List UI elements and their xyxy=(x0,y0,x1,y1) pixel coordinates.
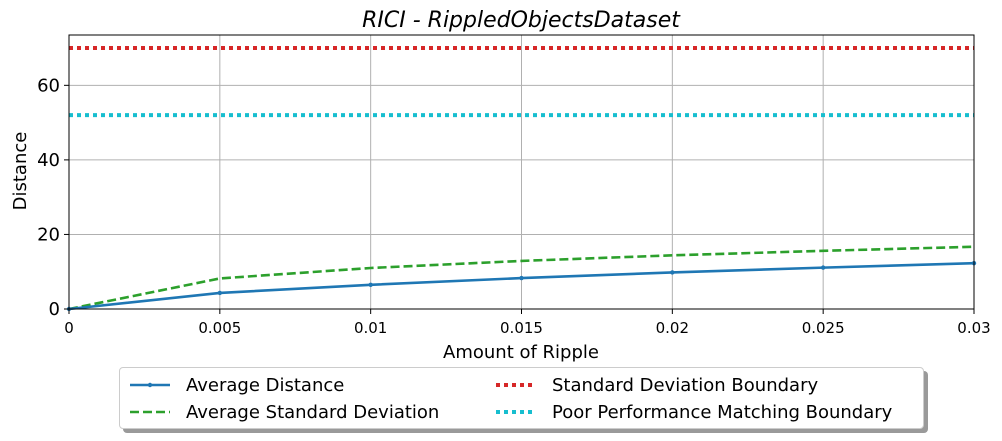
data-point-average-distance xyxy=(820,265,826,270)
x-tick-label: 0.015 xyxy=(500,319,543,337)
legend: Average Distance Average Standard Deviat… xyxy=(119,367,924,429)
legend-swatch-poor-performance-matching-boundary xyxy=(496,410,536,414)
y-tick-label: 0 xyxy=(49,299,60,320)
legend-swatch-marker xyxy=(147,382,153,388)
x-tick-label: 0.03 xyxy=(957,319,990,337)
x-tick-label: 0.025 xyxy=(802,319,845,337)
y-tick-label: 20 xyxy=(37,224,60,245)
legend-label: Poor Performance Matching Boundary xyxy=(552,401,893,423)
chart-title: RICI - RippledObjectsDataset xyxy=(362,8,681,33)
data-point-average-distance xyxy=(368,282,373,287)
legend-item-standard-deviation-boundary: Standard Deviation Boundary xyxy=(494,374,818,396)
legend-label: Average Standard Deviation xyxy=(186,401,440,423)
legend-label: Average Distance xyxy=(186,374,345,396)
x-axis-label: Amount of Ripple xyxy=(443,342,599,363)
series-layer xyxy=(66,46,977,312)
y-tick-label: 60 xyxy=(37,75,60,96)
x-tick-label: 0.02 xyxy=(656,319,689,337)
y-tick-label: 40 xyxy=(37,150,60,171)
legend-item-average-distance: Average Distance xyxy=(128,374,344,396)
legend-label: Standard Deviation Boundary xyxy=(552,374,819,396)
x-tick-label: 0.01 xyxy=(354,319,387,337)
y-axis-label: Distance xyxy=(10,132,31,211)
x-tick-label: 0 xyxy=(64,319,74,337)
legend-swatch-standard-deviation-boundary xyxy=(496,383,536,387)
legend-item-average-standard-deviation: Average Standard Deviation xyxy=(128,401,439,423)
legend-swatch-average-distance xyxy=(130,382,170,388)
x-tick-label: 0.005 xyxy=(198,319,241,337)
series-line-average-standard-deviation xyxy=(68,245,975,311)
ticks: 0 0.005 0.01 0.015 0.02 0.025 0.03 0 20 40 60 xyxy=(37,75,991,337)
data-point-average-distance xyxy=(670,270,675,275)
data-point-average-distance xyxy=(519,275,524,281)
data-point-average-distance xyxy=(217,290,223,296)
legend-swatch-average-standard-deviation xyxy=(130,410,170,414)
legend-item-poor-performance-matching-boundary: Poor Performance Matching Boundary xyxy=(494,401,892,423)
